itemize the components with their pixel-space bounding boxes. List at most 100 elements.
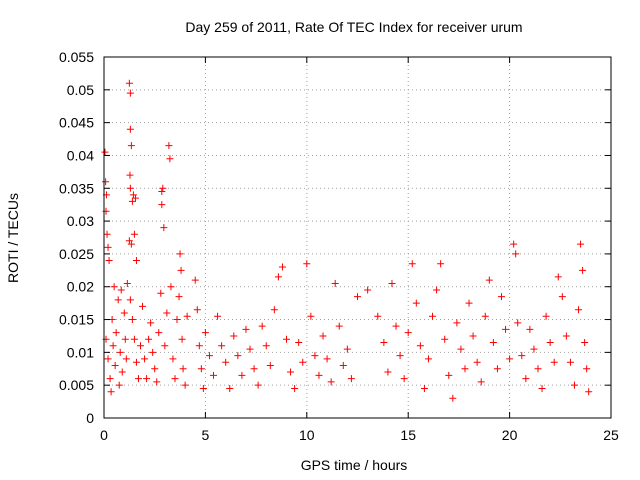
data-point [128,197,136,205]
data-point [158,188,166,196]
data-point [101,148,109,156]
data-point [327,378,335,386]
data-point [299,358,307,366]
data-point [404,329,412,337]
data-point [485,276,493,284]
data-point [109,342,117,350]
data-point [522,375,530,383]
data-point [171,375,179,383]
data-point [132,256,140,264]
y-tick-label: 0.055 [59,49,94,65]
data-point [197,365,205,373]
data-point [163,309,171,317]
data-point [473,358,481,366]
data-point [193,306,201,314]
data-point [149,348,157,356]
chart-title: Day 259 of 2011, Rate Of TEC Index for r… [185,19,522,35]
data-point [157,289,165,297]
data-point [134,375,142,383]
data-point [159,184,167,192]
data-point [199,384,207,392]
data-point [112,329,120,337]
data-point [147,319,155,327]
data-point [429,312,437,320]
data-point [110,283,118,291]
data-point [160,224,168,232]
x-axis-label: GPS time / hours [301,457,408,473]
data-point [116,348,124,356]
data-point [250,365,258,373]
data-point [127,142,135,150]
data-point [126,184,134,192]
y-tick-label: 0.05 [67,82,94,98]
data-point [242,325,250,333]
data-point [497,293,505,301]
data-point [181,381,189,389]
data-point [103,230,111,238]
data-point [489,339,497,347]
y-tick-label: 0.035 [59,180,94,196]
data-point [441,335,449,343]
data-point [315,371,323,379]
data-point [173,316,181,324]
data-point [546,339,554,347]
data-point [234,352,242,360]
data-point [469,332,477,340]
plot-frame [103,56,612,419]
data-point [153,378,161,386]
y-tick-label: 0.005 [59,377,94,393]
data-point [457,345,465,353]
y-tick-label: 0.015 [59,312,94,328]
data-point [125,79,133,87]
data-point [128,316,136,324]
data-point [218,342,226,350]
data-point [437,260,445,268]
y-tick-label: 0.03 [67,213,94,229]
data-point [122,355,130,363]
data-point [132,358,140,366]
data-point [581,339,589,347]
data-point [175,293,183,301]
x-tick-label: 10 [299,427,315,443]
data-point [126,125,134,133]
data-point [510,240,518,248]
data-point [319,332,327,340]
data-point [347,375,355,383]
grid-lines [104,57,611,418]
data-point [254,381,262,389]
data-point [117,286,125,294]
data-point [161,342,169,350]
data-point [534,365,542,373]
data-points [101,79,593,402]
data-point [461,365,469,373]
data-point [583,365,591,373]
data-point [343,345,351,353]
data-point [408,260,416,268]
data-point [141,355,149,363]
data-point [420,384,428,392]
data-point [388,279,396,287]
data-point [416,342,424,350]
data-point [139,302,147,310]
data-point [246,345,254,353]
data-point [105,256,113,264]
data-point [130,230,138,238]
data-point [323,355,331,363]
y-tick-label: 0 [86,410,94,426]
data-point [166,155,174,163]
data-point [396,352,404,360]
data-point [550,358,558,366]
y-axis-label: ROTI / TECUs [5,193,21,283]
data-point [558,293,566,301]
y-tick-label: 0.025 [59,246,94,262]
data-point [226,384,234,392]
data-point [114,296,122,304]
data-point [392,322,400,330]
data-point [295,339,303,347]
data-point [238,371,246,379]
data-point [400,375,408,383]
data-point [433,286,441,294]
data-point [493,365,501,373]
data-point [566,358,574,366]
